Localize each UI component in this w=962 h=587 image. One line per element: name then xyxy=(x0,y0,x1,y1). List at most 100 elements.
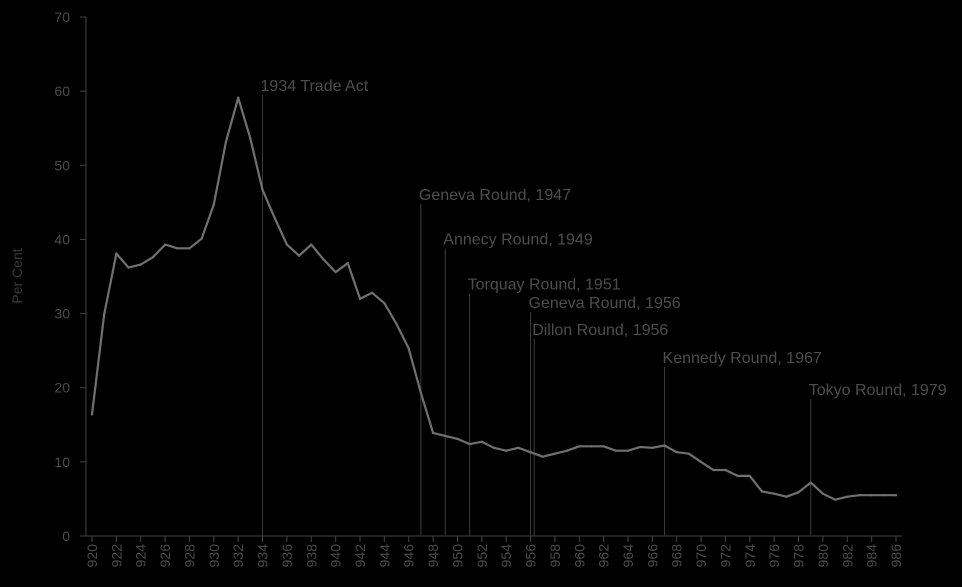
data-point xyxy=(383,301,386,305)
x-tick-label: 942 xyxy=(352,544,368,568)
data-point xyxy=(358,297,362,300)
data-point xyxy=(456,437,459,441)
x-tick-label: 934 xyxy=(255,544,271,568)
x-tick-label: 960 xyxy=(571,544,587,568)
data-point xyxy=(626,449,630,452)
data-point xyxy=(431,431,435,435)
data-point xyxy=(151,256,155,259)
data-point xyxy=(127,266,130,269)
data-point xyxy=(90,413,94,416)
data-point xyxy=(261,188,264,191)
data-point xyxy=(651,446,654,449)
data-point xyxy=(565,449,569,452)
data-point xyxy=(115,252,118,255)
x-tick-label: 926 xyxy=(157,544,173,568)
data-point xyxy=(590,445,593,448)
data-point xyxy=(858,494,861,497)
annotation-label: Annecy Round, 1949 xyxy=(443,231,593,248)
x-tick-label: 920 xyxy=(84,544,100,568)
y-axis: 0 10 20 30 40 50 60 70 xyxy=(54,9,87,544)
x-tick-label: 946 xyxy=(401,544,417,568)
y-tick-label: 60 xyxy=(54,83,70,99)
data-point xyxy=(419,391,423,395)
annotation-label: Tokyo Round, 1979 xyxy=(809,382,947,399)
annotation-label: Torquay Round, 1951 xyxy=(468,277,621,294)
data-point xyxy=(833,498,837,501)
x-tick-label: 980 xyxy=(815,544,831,568)
data-point xyxy=(504,449,508,452)
data-point xyxy=(724,468,727,472)
data-point xyxy=(541,455,544,458)
data-point xyxy=(102,313,106,316)
data-point xyxy=(139,263,142,266)
x-tick-label: 940 xyxy=(328,544,344,568)
data-point xyxy=(285,243,289,246)
data-point xyxy=(200,237,203,240)
data-point xyxy=(882,494,886,497)
x-tick-label: 928 xyxy=(181,544,197,568)
data-point xyxy=(407,347,410,350)
x-tick-label: 924 xyxy=(133,544,149,568)
annotation-markers: 1934 Trade Act Geneva Round, 1947 Annecy R… xyxy=(261,78,947,536)
y-tick-label: 30 xyxy=(54,306,70,322)
data-point xyxy=(772,492,776,495)
data-point xyxy=(578,445,581,448)
data-point xyxy=(468,442,471,446)
data-point xyxy=(760,490,764,493)
x-tick-label: 930 xyxy=(206,544,222,568)
x-tick-label: 974 xyxy=(742,544,758,568)
data-point xyxy=(638,445,642,449)
annotation-label: Geneva Round, 1956 xyxy=(529,295,681,312)
y-tick-label: 50 xyxy=(54,157,70,173)
data-point xyxy=(846,495,849,498)
data-point xyxy=(188,247,191,250)
x-tick-label: 976 xyxy=(766,544,782,568)
x-tick-label: 978 xyxy=(791,544,807,568)
data-point xyxy=(699,460,703,464)
data-point xyxy=(712,468,715,472)
x-tick-label: 948 xyxy=(425,544,441,568)
data-point xyxy=(297,254,301,257)
x-tick-label: 966 xyxy=(644,544,660,568)
x-tick-label: 936 xyxy=(279,544,295,568)
x-tick-label: 986 xyxy=(888,544,904,568)
data-point xyxy=(675,451,678,454)
x-tick-label: 972 xyxy=(717,544,733,568)
y-tick-label: 0 xyxy=(62,528,70,544)
data-point xyxy=(370,291,374,295)
data-point xyxy=(797,491,800,494)
x-tick-label: 932 xyxy=(230,544,246,568)
data-point xyxy=(273,216,276,220)
x-tick-label: 922 xyxy=(108,544,124,568)
x-tick-label: 938 xyxy=(303,544,319,568)
x-tick-label: 982 xyxy=(839,544,855,568)
x-tick-label: 962 xyxy=(596,544,612,568)
x-axis: 920 922 924 926 928 930 932 934 936 938 940 942 944 9… xyxy=(84,535,904,568)
data-point xyxy=(517,446,520,449)
data-point xyxy=(163,243,167,246)
data-point xyxy=(310,243,313,246)
data-point xyxy=(249,137,252,140)
x-tick-label: 952 xyxy=(474,544,490,568)
annotation-label: Kennedy Round, 1967 xyxy=(663,350,822,367)
data-point xyxy=(444,434,447,438)
series-line xyxy=(90,96,896,501)
x-tick-label: 950 xyxy=(449,544,465,568)
data-point xyxy=(176,247,179,250)
data-point xyxy=(322,258,325,261)
annotation-label: Dillon Round, 1956 xyxy=(532,322,668,339)
data-point xyxy=(894,494,898,497)
data-point xyxy=(480,440,484,444)
data-point xyxy=(346,261,350,265)
y-axis-label: Per Cent xyxy=(9,248,25,303)
y-tick-label: 20 xyxy=(54,380,70,396)
data-point xyxy=(224,140,228,143)
data-point xyxy=(809,481,812,484)
x-tick-label: 968 xyxy=(669,544,685,568)
data-point xyxy=(614,449,618,452)
data-point xyxy=(785,495,788,498)
series-layer xyxy=(90,96,898,501)
annotation-label: Geneva Round, 1947 xyxy=(419,187,571,204)
annotation-label: 1934 Trade Act xyxy=(261,78,369,95)
